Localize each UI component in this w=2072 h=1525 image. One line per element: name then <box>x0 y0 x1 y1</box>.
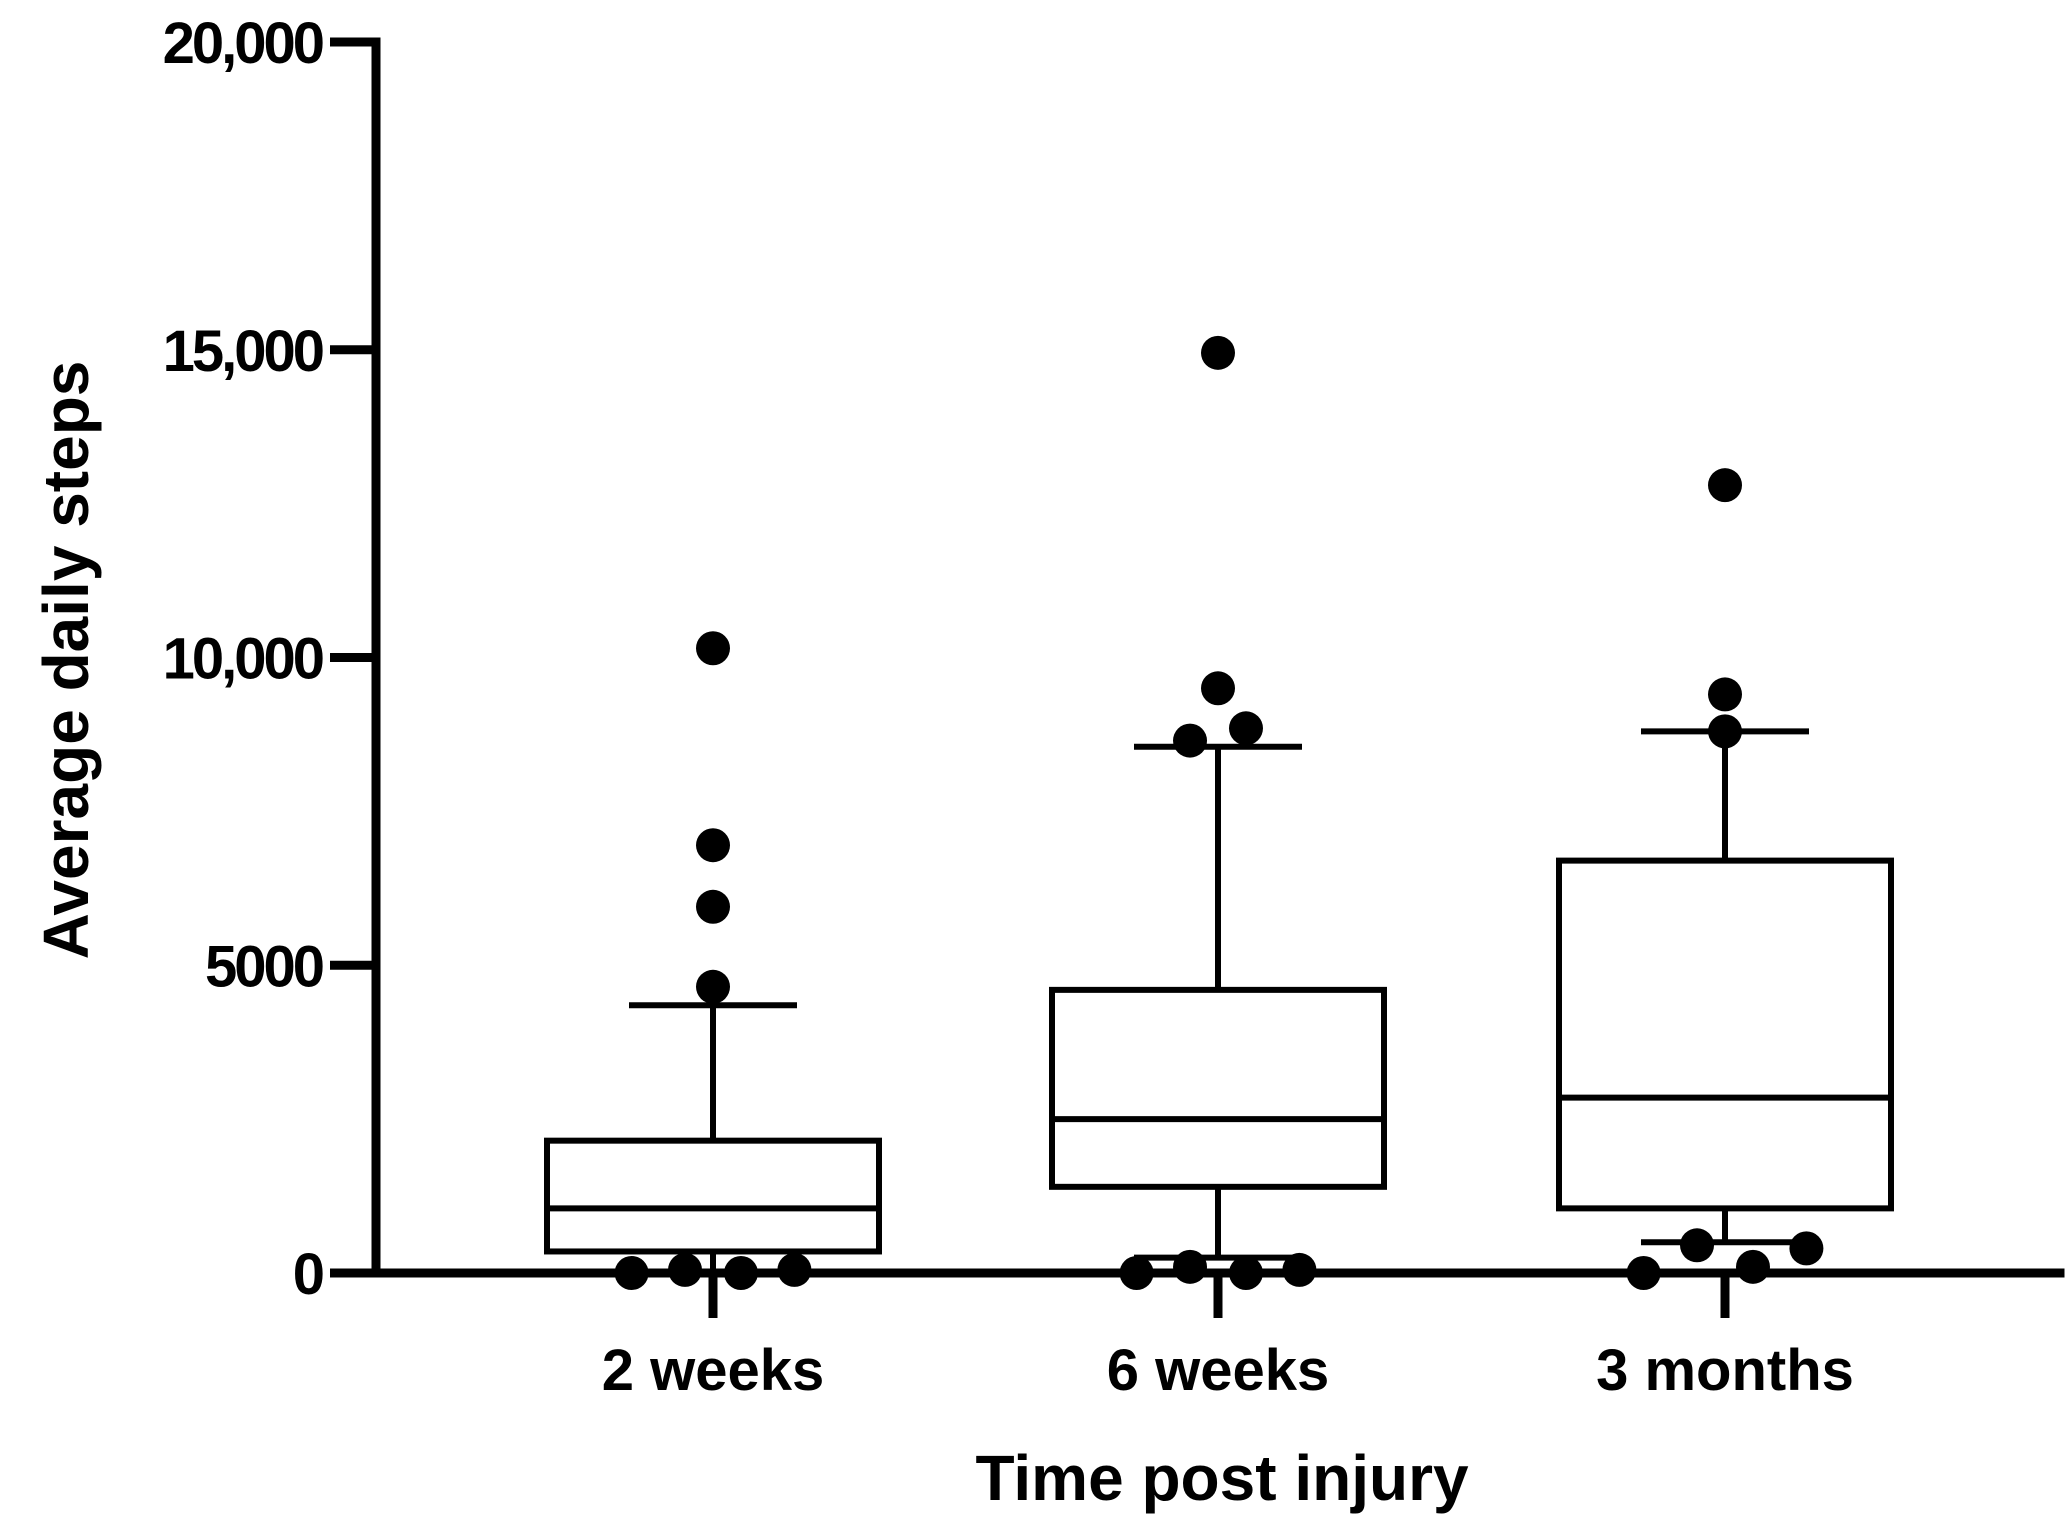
x-tick-label: 3 months <box>1596 1338 1854 1403</box>
outlier-point <box>1173 1249 1208 1284</box>
plot-area <box>544 335 1894 1290</box>
y-tick-label: 15,000 <box>163 319 323 384</box>
outlier-point <box>1789 1231 1824 1266</box>
y-tick-label: 5000 <box>205 934 323 999</box>
x-tick-label: 6 weeks <box>1107 1338 1330 1403</box>
x-tick-label: 2 weeks <box>602 1338 825 1403</box>
outlier-point <box>1680 1228 1715 1263</box>
box-group <box>1049 743 1387 1261</box>
outlier-point <box>1708 677 1742 712</box>
outlier-point <box>696 889 730 924</box>
y-tick-label: 0 <box>293 1242 323 1307</box>
iqr-box <box>1556 857 1894 1212</box>
y-axis-title: Average daily steps <box>30 361 102 960</box>
outlier-point <box>1173 723 1208 758</box>
y-tick-label: 20,000 <box>163 11 323 76</box>
outlier-point <box>1708 714 1742 749</box>
y-tick-label: 10,000 <box>163 627 323 692</box>
outlier-point <box>1201 335 1235 370</box>
iqr-box <box>544 1137 882 1255</box>
outlier-point <box>696 828 730 863</box>
outlier-point <box>1228 711 1263 746</box>
outlier-point <box>1735 1249 1770 1284</box>
ticks: 0 5000 10,000 15,000 20,000 2 weeks 6 weeks 3 m… <box>163 11 1854 1403</box>
outlier-point <box>696 969 730 1004</box>
outlier-point <box>1201 671 1235 706</box>
iqr-box <box>1049 986 1387 1190</box>
box-group <box>1556 728 1894 1246</box>
box-group <box>544 1002 882 1276</box>
outlier-point <box>696 631 730 666</box>
x-axis-title: Time post injury <box>975 1442 1469 1514</box>
outlier-point <box>1708 468 1742 503</box>
